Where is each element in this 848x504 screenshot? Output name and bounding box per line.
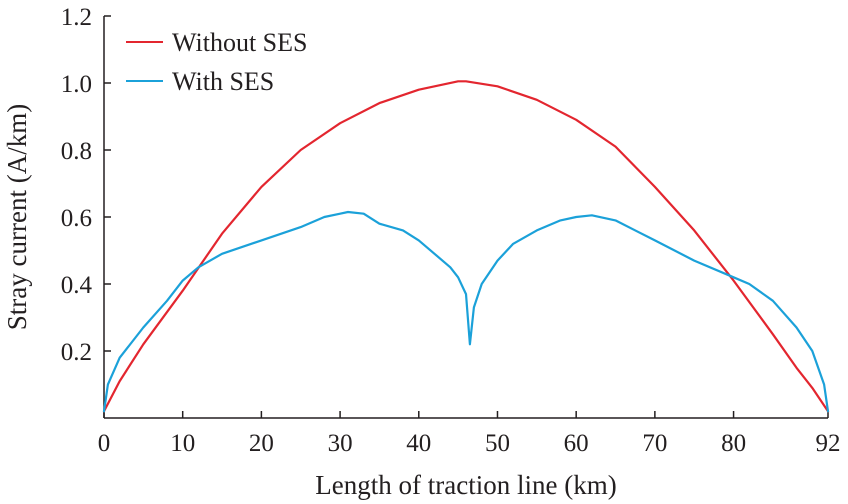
y-tick-label: 1.0 <box>61 71 92 98</box>
legend-label-with-ses: With SES <box>172 67 274 96</box>
y-axis-label: Stray current (A/km) <box>2 104 32 330</box>
series-layer <box>102 80 830 413</box>
series-line-with-ses <box>102 210 830 413</box>
x-tick-label: 20 <box>249 430 274 457</box>
series-line-without-ses <box>102 80 830 413</box>
y-tick-label: 0.8 <box>61 138 92 165</box>
x-axis-ticks: 0 10 20 30 40 50 60 70 80 92 <box>98 411 841 457</box>
x-axis-label: Length of traction line (km) <box>315 470 616 500</box>
y-tick-label: 0.6 <box>61 205 92 232</box>
x-tick-label: 70 <box>642 430 667 457</box>
legend: Without SES With SES <box>126 28 307 96</box>
y-axis-ticks: 0.2 0.4 0.6 0.8 1.0 1.2 <box>61 4 111 366</box>
legend-label-without-ses: Without SES <box>172 28 307 57</box>
x-tick-label: 10 <box>170 430 195 457</box>
x-tick-label: 0 <box>98 430 111 457</box>
x-tick-label: 50 <box>485 430 510 457</box>
y-tick-label: 1.2 <box>61 4 92 31</box>
x-tick-label: 40 <box>406 430 431 457</box>
y-tick-label: 0.2 <box>61 339 92 366</box>
x-tick-label: 80 <box>721 430 746 457</box>
x-tick-label: 30 <box>328 430 353 457</box>
x-tick-label: 60 <box>564 430 589 457</box>
y-tick-label: 0.4 <box>61 272 93 299</box>
x-tick-label: 92 <box>816 430 841 457</box>
